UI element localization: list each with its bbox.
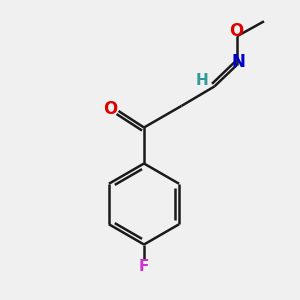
Text: H: H xyxy=(196,74,208,88)
Text: O: O xyxy=(103,100,117,118)
Text: F: F xyxy=(139,259,149,274)
Text: N: N xyxy=(232,53,245,71)
Text: O: O xyxy=(229,22,244,40)
